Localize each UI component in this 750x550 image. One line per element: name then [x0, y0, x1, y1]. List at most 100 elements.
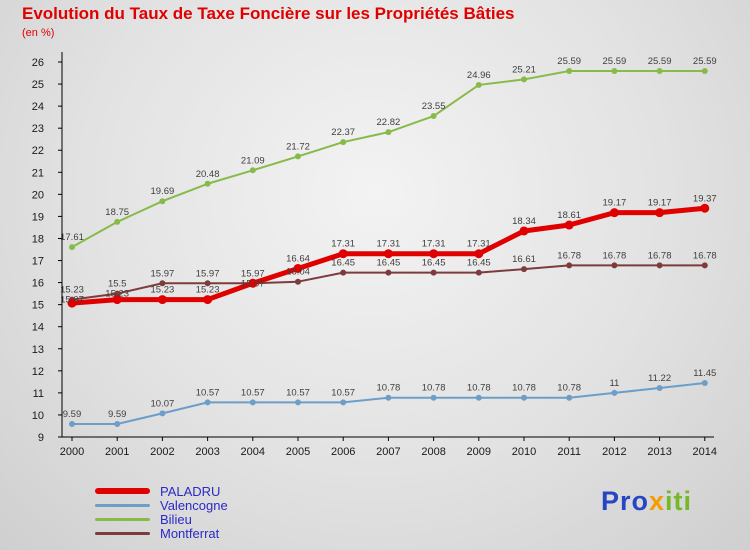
y-tick-label: 14: [32, 322, 44, 334]
data-label: 16.45: [331, 258, 355, 269]
data-point-bilieu: [385, 129, 392, 136]
x-tick-label: 2001: [105, 446, 129, 458]
data-point-valencogne: [69, 420, 75, 427]
y-tick-label: 11: [33, 388, 44, 400]
data-point-montferrat: [611, 262, 618, 269]
x-tick-label: 2014: [693, 446, 717, 458]
data-point-bilieu: [521, 76, 527, 83]
data-label: 10.57: [331, 387, 355, 398]
legend-swatch: [95, 531, 150, 535]
data-point-montferrat: [521, 266, 527, 273]
data-point-bilieu: [159, 198, 166, 205]
data-label: 18.61: [557, 210, 581, 221]
data-point-paladru: [67, 298, 77, 308]
x-tick-label: 2010: [512, 446, 536, 458]
data-label: 21.09: [241, 155, 265, 166]
legend-item-bilieu: Bilieu: [95, 512, 228, 527]
logo-part-x: x: [648, 486, 665, 516]
data-point-valencogne: [340, 399, 347, 406]
y-tick-label: 25: [32, 79, 44, 91]
x-tick-label: 2006: [331, 446, 355, 458]
x-tick-label: 2005: [286, 446, 310, 458]
data-label: 10.78: [557, 383, 581, 394]
y-tick-label: 12: [32, 366, 44, 378]
x-tick-label: 2007: [376, 446, 400, 458]
data-point-montferrat: [159, 280, 166, 287]
data-point-bilieu: [566, 68, 573, 75]
data-point-montferrat: [204, 280, 211, 287]
data-point-bilieu: [295, 153, 301, 160]
data-label: 25.59: [693, 56, 717, 67]
data-label: 23.55: [422, 101, 446, 112]
data-label: 17.61: [60, 232, 84, 243]
data-point-paladru: [203, 295, 213, 305]
data-label: 19.37: [693, 193, 717, 204]
y-tick-label: 22: [32, 145, 44, 157]
data-point-valencogne: [385, 394, 392, 401]
data-point-valencogne: [430, 394, 437, 401]
data-point-paladru: [293, 263, 303, 273]
data-point-montferrat: [295, 278, 301, 285]
data-point-valencogne: [159, 410, 166, 417]
data-point-paladru: [700, 203, 710, 213]
data-point-paladru: [112, 295, 122, 305]
data-label: 17.31: [377, 239, 401, 250]
data-label: 15.23: [151, 285, 175, 296]
data-label: 10.57: [196, 387, 220, 398]
chart-subtitle: (en %): [22, 27, 55, 39]
data-label: 25.59: [648, 56, 672, 67]
data-label: 21.72: [286, 141, 310, 152]
data-point-montferrat: [566, 262, 573, 269]
data-label: 15.97: [151, 268, 175, 279]
y-tick-label: 13: [32, 344, 44, 356]
y-tick-label: 19: [32, 211, 44, 223]
legend-swatch: [95, 503, 150, 507]
proxiti-logo[interactable]: Proxiti: [601, 486, 692, 517]
data-point-bilieu: [701, 68, 708, 75]
data-point-paladru: [429, 249, 439, 259]
x-tick-label: 2000: [60, 446, 84, 458]
data-point-valencogne: [204, 399, 211, 406]
data-label: 11: [609, 378, 619, 389]
data-label: 18.75: [105, 207, 129, 218]
x-tick-label: 2008: [421, 446, 445, 458]
legend-item-valencogne: Valencogne: [95, 498, 228, 513]
logo-part-pro: Pro: [600, 486, 649, 516]
data-label: 15.97: [241, 268, 265, 279]
y-tick-label: 24: [32, 101, 44, 113]
x-tick-label: 2011: [557, 446, 581, 458]
data-point-montferrat: [430, 269, 437, 276]
data-label: 15.23: [60, 285, 84, 296]
data-label: 10.57: [241, 387, 265, 398]
data-label: 22.37: [331, 127, 355, 138]
data-label: 9.59: [63, 409, 82, 420]
data-point-paladru: [564, 220, 574, 230]
data-point-bilieu: [340, 139, 347, 146]
x-tick-label: 2003: [195, 446, 219, 458]
data-label: 22.82: [377, 117, 401, 128]
data-label: 24.96: [467, 70, 491, 81]
data-label: 10.07: [151, 398, 175, 409]
legend-label: PALADRU: [160, 483, 221, 499]
y-tick-label: 26: [32, 57, 44, 69]
data-label: 10.78: [377, 383, 401, 394]
data-label: 15.23: [105, 289, 129, 300]
data-point-paladru: [157, 295, 167, 305]
data-label: 16.45: [422, 258, 446, 269]
data-point-bilieu: [204, 180, 211, 187]
data-point-paladru: [248, 278, 258, 288]
x-tick-label: 2009: [467, 446, 491, 458]
y-tick-label: 18: [32, 233, 44, 245]
data-label: 20.48: [196, 169, 220, 180]
data-label: 15.23: [196, 285, 220, 296]
data-point-paladru: [655, 208, 665, 218]
data-point-montferrat: [114, 290, 121, 297]
chart-title: Evolution du Taux de Taxe Foncière sur l…: [22, 4, 515, 23]
data-point-bilieu: [611, 68, 618, 75]
legend-item-montferrat: Montferrat: [95, 526, 228, 541]
data-point-paladru: [609, 208, 619, 218]
data-label: 16.45: [467, 258, 491, 269]
data-label: 11.22: [648, 373, 671, 384]
data-point-valencogne: [566, 394, 573, 401]
data-label: 10.78: [512, 383, 536, 394]
